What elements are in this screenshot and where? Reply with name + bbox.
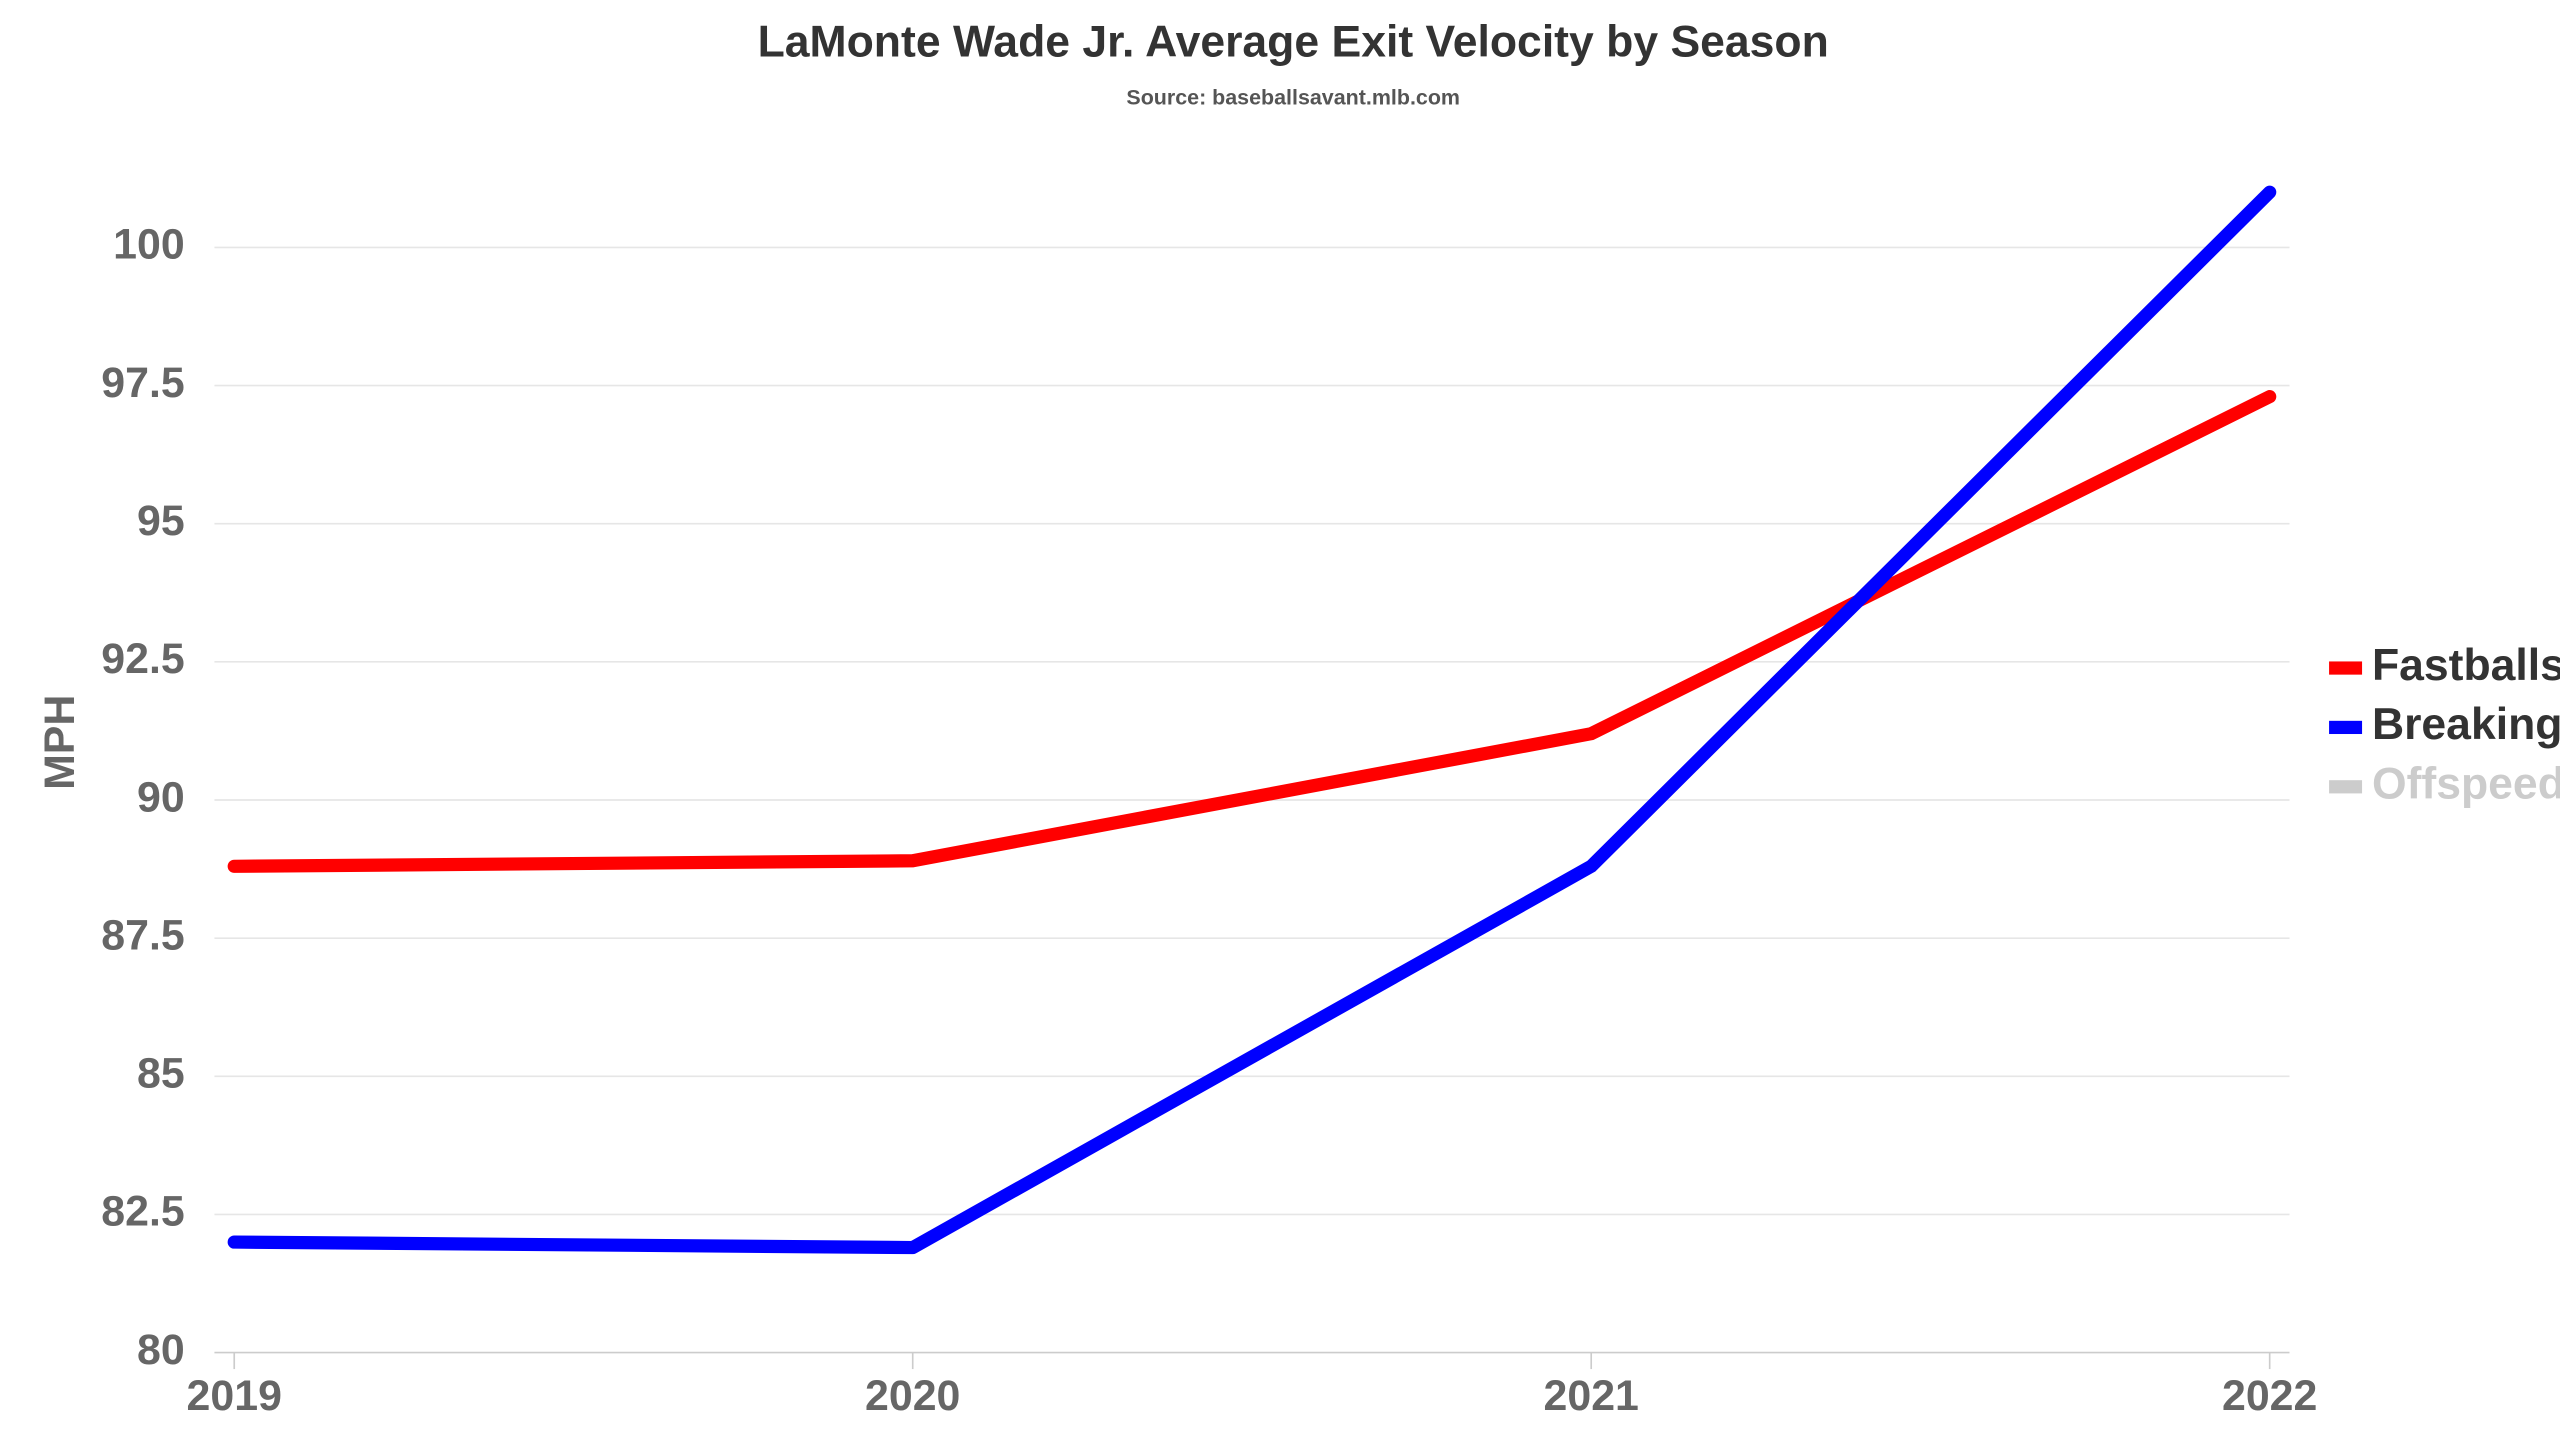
y-tick-label: 97.5 xyxy=(101,359,184,407)
legend-swatch xyxy=(2329,720,2363,735)
y-tick-label: 85 xyxy=(137,1050,185,1098)
y-tick-label: 90 xyxy=(137,773,185,821)
x-tick-label: 2021 xyxy=(1544,1372,1639,1420)
legend-swatch xyxy=(2329,661,2363,675)
chart-subtitle: Source: baseballsavant.mlb.com xyxy=(1126,86,1460,110)
legend-label: Breaking xyxy=(2372,700,2560,749)
x-tick-label: 2020 xyxy=(865,1372,960,1420)
y-tick-label: 100 xyxy=(113,221,185,269)
y-tick-label: 87.5 xyxy=(101,911,184,959)
y-tick-label: 80 xyxy=(137,1326,185,1374)
y-tick-label: 92.5 xyxy=(101,635,184,683)
legend-label: Offspeed xyxy=(2372,760,2560,809)
x-tick-label: 2019 xyxy=(187,1372,282,1420)
x-tick-label: 2022 xyxy=(2222,1372,2317,1420)
legend-label: Fastballs xyxy=(2372,641,2560,690)
y-tick-label: 82.5 xyxy=(101,1188,184,1236)
series-line xyxy=(227,390,2277,873)
y-tick-label: 95 xyxy=(137,497,185,545)
legend-swatch xyxy=(2329,780,2363,794)
series-line xyxy=(227,185,2277,1255)
chart-title: LaMonte Wade Jr. Average Exit Velocity b… xyxy=(758,17,1829,66)
y-axis-label: MPH xyxy=(36,695,84,790)
